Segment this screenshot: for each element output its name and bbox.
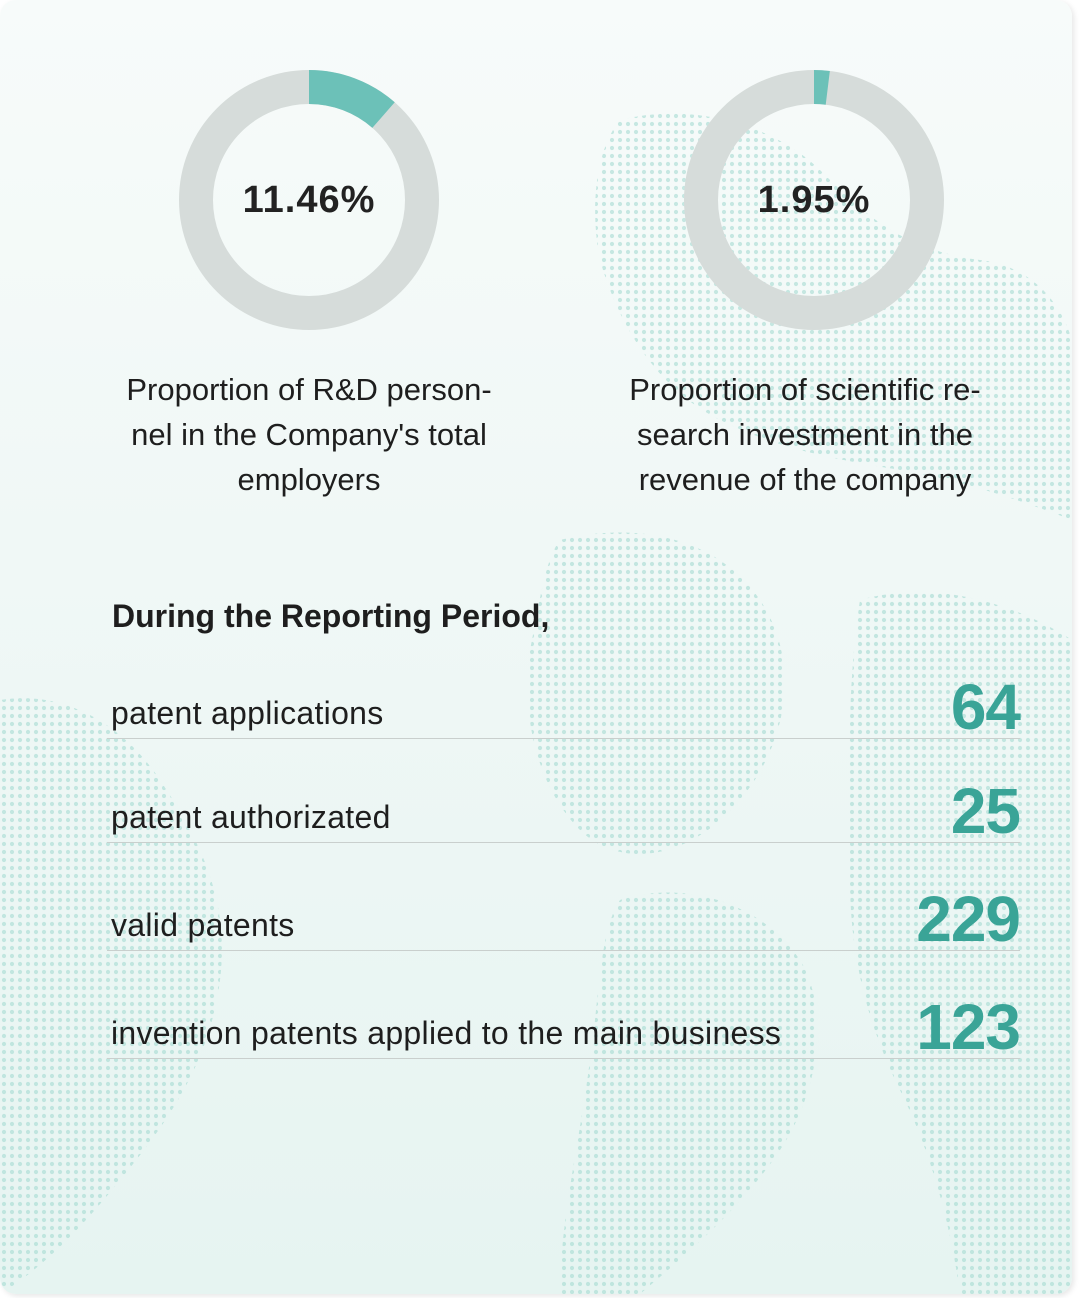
stat-label: valid patents — [111, 907, 295, 943]
caption-line: employers — [237, 462, 381, 497]
donut-arc-rd-personnel — [179, 70, 439, 330]
stat-label: patent authorizated — [111, 799, 391, 835]
reporting-period-title: During the Reporting Period, — [112, 598, 550, 634]
stat-value: 229 — [916, 883, 1021, 955]
stat-value: 25 — [950, 775, 1021, 847]
stat-row-valid-patents: valid patents 229 — [107, 846, 1021, 955]
caption-rd-personnel: Proportion of R&D person- nel in the Com… — [94, 367, 524, 502]
caption-line: Proportion of scientific re- — [629, 372, 981, 407]
donut-chart-research-investment: 1.95% — [684, 70, 944, 330]
stat-row-invention-patents: invention patents applied to the main bu… — [107, 954, 1021, 1063]
caption-line: revenue of the company — [638, 462, 972, 497]
donut-chart-rd-personnel: 11.46% — [179, 70, 439, 330]
stat-row-patent-authorizated: patent authorizated 25 — [107, 738, 1021, 847]
stat-row-patent-applications: patent applications 64 — [107, 634, 1021, 743]
donut-value-research-investment: 1.95% — [757, 178, 871, 221]
donut-svg-research-investment — [684, 70, 944, 330]
caption-line: search investment in the — [636, 417, 973, 452]
caption-research-investment: Proportion of scientific re- search inve… — [590, 367, 1020, 502]
donut-arc-research-investment — [684, 70, 944, 330]
stat-value: 64 — [950, 671, 1021, 743]
stat-label: invention patents applied to the main bu… — [111, 1015, 782, 1051]
stat-value: 123 — [916, 991, 1021, 1063]
donut-svg-rd-personnel — [179, 70, 439, 330]
caption-line: nel in the Company's total — [131, 417, 487, 452]
donut-value-rd-personnel: 11.46% — [242, 178, 376, 221]
caption-line: Proportion of R&D person- — [126, 372, 492, 407]
stat-label: patent applications — [111, 695, 384, 731]
